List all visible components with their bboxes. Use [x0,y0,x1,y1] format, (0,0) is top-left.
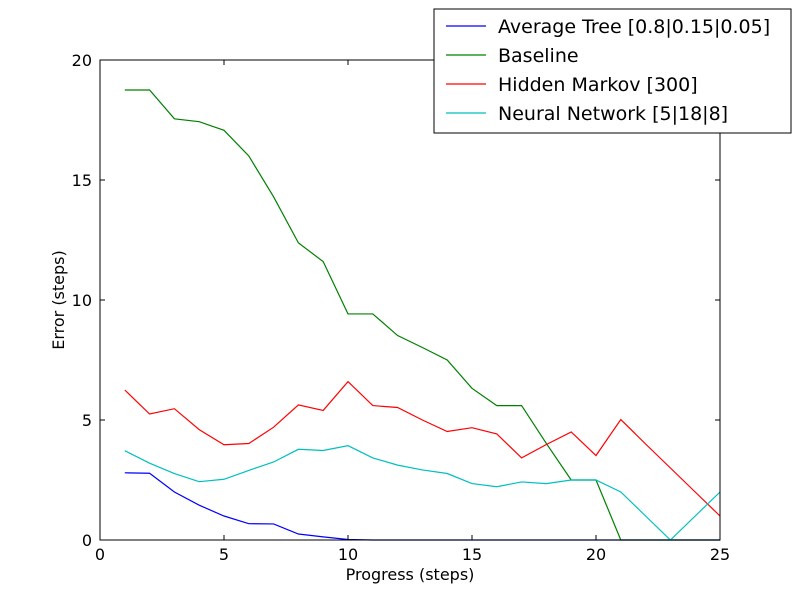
y-tick-label: 10 [72,291,92,310]
series-line-1 [124,472,720,541]
ticks-layer: 0 5 10 15 20 25 0 5 10 15 20 [72,51,731,564]
series-layer [124,89,721,541]
x-tick-label: 0 [95,545,105,564]
series-line-2 [124,89,720,541]
y-tick-label: 15 [72,171,92,190]
series-line-4 [124,445,721,541]
plot-area-frame [99,59,721,541]
y-tick-label: 5 [82,411,92,430]
legend: Average Tree [0.8|0.15|0.05] Baseline Hidd… [433,8,792,134]
legend-label: Hidden Markov [300] [498,74,698,96]
x-tick-label: 10 [338,545,358,564]
x-tick-label: 15 [462,545,482,564]
legend-label: Average Tree [0.8|0.15|0.05] [498,16,770,38]
legend-label: Baseline [498,45,579,67]
y-tick-label: 20 [72,51,92,70]
legend-label: Neural Network [5|18|8] [498,103,728,125]
x-tick-label: 20 [586,545,606,564]
x-tick-label: 25 [710,545,730,564]
series-line-3 [124,380,721,517]
x-tick-label: 5 [219,545,229,564]
legend-box [433,8,792,134]
y-axis-title: Error (steps) [49,250,68,350]
y-tick-label: 0 [82,531,92,550]
x-axis-title: Progress (steps) [346,565,475,584]
